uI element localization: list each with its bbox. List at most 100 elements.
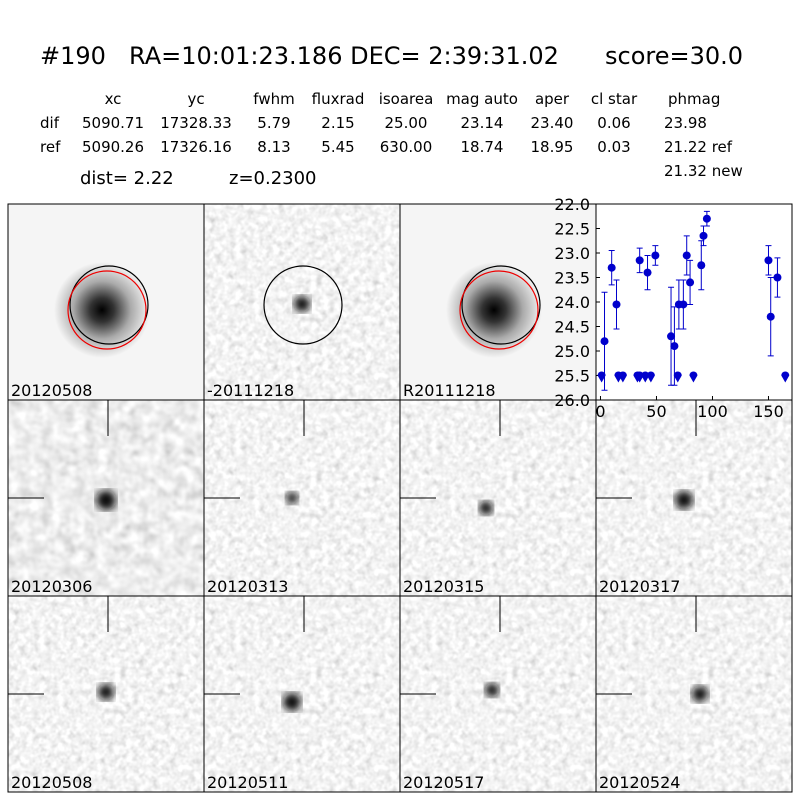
table-cell: 25.00 xyxy=(385,114,428,132)
stamp-image xyxy=(204,204,400,400)
source xyxy=(286,492,298,504)
table-cell: 630.00 xyxy=(380,138,433,156)
table-cell: 17326.16 xyxy=(160,138,232,156)
stamp: 20120508 xyxy=(7,595,205,793)
upper-limit xyxy=(781,371,790,383)
column-header: isoarea xyxy=(379,90,434,108)
y-tick-label: 25.5 xyxy=(554,367,590,386)
column-header: aper xyxy=(535,90,570,108)
detection xyxy=(612,300,621,309)
table-cell: 18.74 xyxy=(461,138,504,156)
stamp-label: -20111218 xyxy=(207,381,294,400)
y-tick-label: 23.5 xyxy=(554,269,590,288)
stamp-image xyxy=(596,400,792,596)
detection xyxy=(682,251,691,260)
stamp-image xyxy=(596,596,792,792)
table-cell: 23.40 xyxy=(531,114,574,132)
redshift: z=0.2300 xyxy=(229,168,317,189)
detection xyxy=(773,273,782,282)
aperture xyxy=(461,265,541,345)
stamp-image xyxy=(8,400,204,596)
detection xyxy=(764,256,773,265)
plot-area xyxy=(595,203,793,401)
stamp-label: 20120315 xyxy=(403,577,484,596)
upper-limit xyxy=(618,371,627,383)
column-header: xc xyxy=(105,90,122,108)
detection xyxy=(766,312,775,321)
upper-limit xyxy=(597,371,606,383)
stamp-image xyxy=(8,596,204,792)
table-cell: 17328.33 xyxy=(160,114,232,132)
stamp: 20120508 xyxy=(7,203,205,401)
column-header: yc xyxy=(187,90,204,108)
galaxy xyxy=(446,262,542,358)
upper-limit xyxy=(673,371,682,383)
stamp-label: 20120508 xyxy=(11,773,92,792)
distance: dist= 2.22 xyxy=(80,168,174,189)
table-cell: 18.95 xyxy=(531,138,574,156)
table-cell: 5.45 xyxy=(321,138,354,156)
y-tick-label: 22.0 xyxy=(554,195,590,214)
stamp-label: R20111218 xyxy=(403,381,496,400)
stamp: 20120317 xyxy=(595,399,793,597)
stamp: 20120313 xyxy=(203,399,401,597)
aperture xyxy=(69,265,149,345)
table-cell: 23.14 xyxy=(461,114,504,132)
galaxy xyxy=(54,262,150,358)
column-header: fwhm xyxy=(253,90,294,108)
stamp-label: 20120317 xyxy=(599,577,680,596)
detection xyxy=(651,251,660,260)
detection xyxy=(702,214,711,223)
detection xyxy=(699,231,708,240)
table-cell: 2.15 xyxy=(321,114,354,132)
detection xyxy=(667,332,676,341)
aperture-ref xyxy=(459,270,539,350)
y-tick-label: 26.0 xyxy=(554,391,590,410)
source xyxy=(479,501,493,515)
column-header: mag auto xyxy=(446,90,518,108)
source xyxy=(283,693,301,711)
row-label: dif xyxy=(40,114,60,132)
stamp: 20120511 xyxy=(203,595,401,793)
stamp-image xyxy=(204,596,400,792)
x-tick-label: 0 xyxy=(595,402,605,421)
stamp-label: 20120313 xyxy=(207,577,288,596)
source xyxy=(96,490,116,510)
table-cell: 5090.26 xyxy=(82,138,144,156)
stamp-label: 20120511 xyxy=(207,773,288,792)
stamp: 20120517 xyxy=(399,595,597,793)
upper-limit xyxy=(646,371,655,383)
table-cell: 21.22 ref xyxy=(664,138,733,156)
detection xyxy=(635,256,644,265)
y-tick-label: 24.5 xyxy=(554,318,590,337)
stamp: 20120315 xyxy=(399,399,597,597)
y-tick-label: 23.0 xyxy=(554,244,590,263)
table-cell: 0.03 xyxy=(597,138,630,156)
source xyxy=(485,683,499,697)
stamp-image xyxy=(400,400,596,596)
aperture xyxy=(263,265,343,345)
x-tick-label: 50 xyxy=(646,402,666,421)
stamp-image xyxy=(204,400,400,596)
table-cell: 23.98 xyxy=(664,114,707,132)
candidate-id: #190 xyxy=(40,42,106,70)
detection xyxy=(686,278,695,287)
x-tick-label: 150 xyxy=(753,402,784,421)
stamp-label: 20120306 xyxy=(11,577,92,596)
stamp-label: 20120508 xyxy=(11,381,92,400)
table-cell: 5090.71 xyxy=(82,114,144,132)
stamp-label: 20120517 xyxy=(403,773,484,792)
table-cell: 0.06 xyxy=(597,114,630,132)
detection xyxy=(670,342,679,351)
y-tick-label: 24.0 xyxy=(554,293,590,312)
stamp-image xyxy=(400,204,596,400)
stamp: -20111218 xyxy=(203,203,401,401)
detection xyxy=(697,261,706,270)
stamp-image xyxy=(8,204,204,400)
source xyxy=(692,686,708,702)
phmag-new: 21.32 new xyxy=(664,162,743,180)
stamp-image xyxy=(400,596,596,792)
source xyxy=(98,684,114,700)
detection xyxy=(600,337,609,346)
